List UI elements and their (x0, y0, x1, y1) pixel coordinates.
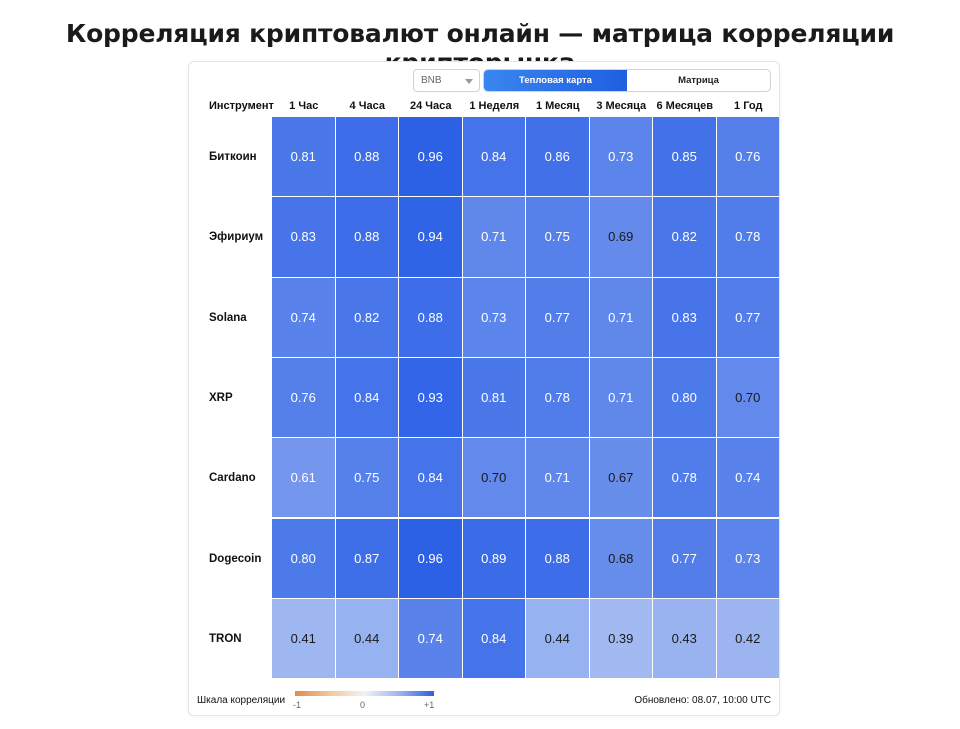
heatmap-cell[interactable]: 0.71 (462, 197, 525, 277)
heatmap-cell[interactable]: 0.44 (335, 598, 398, 679)
heatmap-cell[interactable]: 0.82 (653, 197, 716, 277)
heatmap-cell[interactable]: 0.74 (272, 277, 335, 357)
heatmap-cell[interactable]: 0.75 (526, 197, 589, 277)
column-header: 24 Часа (409, 100, 452, 112)
tab-matrix[interactable]: Матрица (678, 75, 719, 86)
row-label: Cardano (209, 472, 256, 485)
heatmap-cell[interactable]: 0.71 (589, 357, 652, 438)
heatmap-cell[interactable]: 0.80 (653, 357, 716, 438)
column-header: 1 Месяц (535, 100, 580, 112)
heatmap-cell[interactable]: 0.83 (653, 277, 716, 357)
column-header: 6 Месяцев (656, 100, 714, 112)
heatmap-cell[interactable]: 0.81 (272, 117, 335, 197)
heatmap-cell[interactable]: 0.88 (335, 117, 398, 197)
heatmap-cell[interactable]: 0.71 (589, 277, 652, 357)
heatmap-cell[interactable]: 0.84 (462, 117, 525, 197)
heatmap-cell[interactable]: 0.88 (399, 277, 462, 357)
heatmap-cell[interactable]: 0.61 (272, 438, 335, 518)
row-label: Биткоин (209, 151, 257, 164)
heatmap-cell[interactable]: 0.94 (399, 197, 462, 277)
legend-mid: 0 (360, 700, 366, 710)
updated-timestamp: Обновлено: 08.07, 10:00 UTC (634, 695, 771, 706)
heatmap-cell[interactable]: 0.44 (526, 598, 589, 679)
column-header-instrument: Инструмент (209, 100, 274, 112)
heatmap-cell[interactable]: 0.67 (589, 438, 652, 518)
heatmap-cell[interactable]: 0.84 (462, 598, 525, 679)
heatmap-cell[interactable]: 0.39 (589, 598, 652, 679)
chevron-down-icon (465, 79, 473, 84)
asset-select-value: BNB (421, 75, 442, 86)
legend-label: Шкала корреляции (197, 695, 286, 706)
heatmap-cell[interactable]: 0.88 (335, 197, 398, 277)
heatmap-cell[interactable]: 0.85 (653, 117, 716, 197)
column-header: 1 Час (289, 100, 319, 112)
tab-heatmap[interactable]: Тепловая карта (484, 70, 627, 91)
heatmap-cell[interactable]: 0.73 (716, 518, 779, 598)
heatmap-cell[interactable]: 0.93 (399, 357, 462, 438)
heatmap-cell[interactable]: 0.76 (716, 117, 779, 197)
heatmap-cell[interactable]: 0.80 (272, 518, 335, 598)
row-label: Dogecoin (209, 552, 262, 565)
row-label: Solana (209, 311, 247, 324)
column-header: 3 Месяца (596, 100, 647, 112)
row-label: XRP (209, 392, 233, 405)
heatmap-cell[interactable]: 0.84 (399, 438, 462, 518)
heatmap-cell[interactable]: 0.42 (716, 598, 779, 679)
heatmap-cell[interactable]: 0.73 (589, 117, 652, 197)
view-toggle: Тепловая карта Матрица (483, 69, 771, 92)
heatmap-cell[interactable]: 0.75 (335, 438, 398, 518)
heatmap-cell[interactable]: 0.83 (272, 197, 335, 277)
heatmap-cell[interactable]: 0.41 (272, 598, 335, 679)
legend-max: +1 (424, 700, 435, 710)
heatmap-cell[interactable]: 0.96 (399, 117, 462, 197)
heatmap-cell[interactable]: 0.81 (462, 357, 525, 438)
heatmap-cell[interactable]: 0.73 (462, 277, 525, 357)
heatmap-cell[interactable]: 0.74 (399, 598, 462, 679)
heatmap-cell[interactable]: 0.78 (716, 197, 779, 277)
heatmap-cell[interactable]: 0.78 (526, 357, 589, 438)
heatmap-cell[interactable]: 0.89 (462, 518, 525, 598)
heatmap-cell[interactable]: 0.86 (526, 117, 589, 197)
heatmap-cell[interactable]: 0.82 (335, 277, 398, 357)
heatmap-cell[interactable]: 0.78 (653, 438, 716, 518)
correlation-card: BNB Тепловая карта Матрица Инструмент 1 Ч… (188, 61, 780, 716)
heatmap-cell[interactable]: 0.70 (716, 357, 779, 438)
row-label: TRON (209, 632, 242, 645)
heatmap-cell[interactable]: 0.69 (589, 197, 652, 277)
heatmap-grid: 0.81 0.88 0.96 0.84 0.86 0.73 0.85 0.76 0.83 0.88… (272, 117, 779, 679)
heatmap-cell[interactable]: 0.77 (716, 277, 779, 357)
heatmap-cell[interactable]: 0.71 (526, 438, 589, 518)
heatmap-cell[interactable]: 0.77 (526, 277, 589, 357)
column-header: 1 Неделя (469, 100, 520, 112)
heatmap-cell[interactable]: 0.68 (589, 518, 652, 598)
row-label: Эфириум (209, 231, 264, 244)
heatmap-cell[interactable]: 0.43 (653, 598, 716, 679)
legend-gradient-bar (295, 691, 434, 696)
heatmap-cell[interactable]: 0.96 (399, 518, 462, 598)
heatmap-cell[interactable]: 0.70 (462, 438, 525, 518)
heatmap-cell[interactable]: 0.84 (335, 357, 398, 438)
legend-min: -1 (293, 700, 302, 710)
column-header: 1 Год (734, 100, 763, 112)
heatmap-cell[interactable]: 0.88 (526, 518, 589, 598)
heatmap-cell[interactable]: 0.76 (272, 357, 335, 438)
asset-select[interactable]: BNB (413, 69, 480, 92)
heatmap-cell[interactable]: 0.87 (335, 518, 398, 598)
column-header: 4 Часа (349, 100, 385, 112)
heatmap-cell[interactable]: 0.74 (716, 438, 779, 518)
heatmap-cell[interactable]: 0.77 (653, 518, 716, 598)
